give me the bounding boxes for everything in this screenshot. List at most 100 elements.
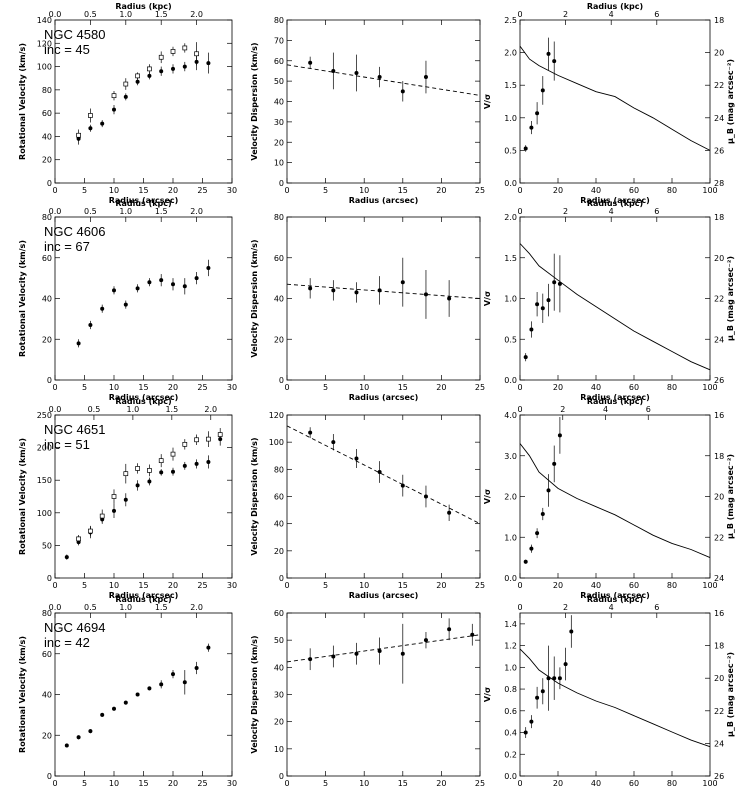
x-axis-label: Radius (arcsec) xyxy=(580,393,650,402)
x-tick-label: 0 xyxy=(52,581,57,590)
y-tick-label: 140 xyxy=(37,16,52,25)
y-axis-label: Rotational Velocity (km/s) xyxy=(18,438,27,555)
point-marker xyxy=(529,327,534,332)
point-marker xyxy=(552,676,557,681)
point-marker xyxy=(111,494,117,499)
y-tick-label: 60 xyxy=(42,650,52,659)
data-point xyxy=(447,618,452,641)
galaxy-name: NGC 4694 xyxy=(44,620,105,635)
x-tick-label: 60 xyxy=(629,186,639,195)
y-tick-label: 0.4 xyxy=(504,729,517,738)
x-tick-label: 20 xyxy=(168,779,178,788)
x-tick-label: 20 xyxy=(553,581,563,590)
point-marker xyxy=(206,645,211,650)
data-point xyxy=(206,259,211,277)
point-marker xyxy=(135,692,140,697)
data-point xyxy=(123,78,129,90)
y-tick-label: 40 xyxy=(42,132,52,141)
point-marker xyxy=(112,508,116,513)
x-tick-label: 5 xyxy=(323,186,328,195)
galaxy-inclination: inc = 67 xyxy=(44,239,90,254)
point-marker xyxy=(182,463,187,468)
data-point xyxy=(135,480,140,491)
data-point xyxy=(529,544,534,553)
point-marker xyxy=(470,632,475,637)
x-tick-label: 40 xyxy=(591,581,601,590)
data-point xyxy=(112,104,116,115)
point-marker xyxy=(447,296,452,301)
top-tick-label: 2 xyxy=(563,10,568,19)
data-point xyxy=(194,42,199,66)
y-tick-label: 120 xyxy=(37,39,52,48)
y-tick-label: 2.0 xyxy=(504,49,517,58)
point-marker xyxy=(331,440,336,445)
y-tick-label: 0 xyxy=(47,574,52,583)
point-marker xyxy=(206,61,211,66)
y-tick-label: 80 xyxy=(274,16,284,25)
data-point xyxy=(535,102,540,125)
point-marker xyxy=(171,672,175,677)
point-marker xyxy=(76,132,81,138)
top-tick-label: 2.0 xyxy=(190,10,203,19)
x-tick-label: 100 xyxy=(702,383,717,392)
y-tick-label: 100 xyxy=(37,509,52,518)
galaxy-inclination: inc = 45 xyxy=(44,42,90,57)
sb-tick-label: 24 xyxy=(714,739,724,748)
point-marker xyxy=(147,66,152,72)
y-tick-label: 100 xyxy=(269,438,284,447)
x-tick-label: 20 xyxy=(168,383,178,392)
sb-tick-label: 20 xyxy=(714,674,724,683)
y-tick-label: 40 xyxy=(274,663,284,672)
top-tick-label: 6 xyxy=(654,207,659,216)
data-point xyxy=(557,667,562,690)
x-tick-label: 0 xyxy=(517,779,522,788)
data-point xyxy=(64,554,69,560)
data-point xyxy=(529,321,534,338)
x-axis-label: Radius (arcsec) xyxy=(580,591,650,600)
point-marker xyxy=(159,470,164,475)
y-tick-label: 200 xyxy=(37,444,52,453)
x-tick-label: 10 xyxy=(359,779,369,788)
data-point xyxy=(158,454,164,468)
point-marker xyxy=(377,470,382,475)
x-tick-label: 0 xyxy=(52,779,57,788)
top-tick-label: 1.5 xyxy=(165,405,178,414)
x-tick-label: 25 xyxy=(197,581,207,590)
point-marker xyxy=(147,280,152,285)
x-axis-label: Radius (arcsec) xyxy=(349,393,419,402)
y-tick-label: 0 xyxy=(279,179,284,188)
point-marker xyxy=(529,546,534,551)
y-axis-label: Rotational Velocity (km/s) xyxy=(18,43,27,160)
top-tick-label: 2.0 xyxy=(190,207,203,216)
data-point xyxy=(171,467,175,476)
data-point xyxy=(377,276,382,305)
point-marker xyxy=(135,79,140,84)
top-tick-label: 1.0 xyxy=(127,405,140,414)
y-tick-label: 2.0 xyxy=(504,493,517,502)
data-point xyxy=(147,278,152,287)
data-point xyxy=(540,507,545,521)
data-point xyxy=(423,60,428,94)
data-point xyxy=(88,729,93,734)
x-tick-label: 15 xyxy=(138,581,148,590)
y-tick-label: 0 xyxy=(279,772,284,781)
top-tick-label: 0.5 xyxy=(84,10,97,19)
point-marker xyxy=(182,680,187,685)
sb-tick-label: 16 xyxy=(714,609,724,618)
point-marker xyxy=(123,497,128,502)
y-tick-label: 0.0 xyxy=(504,376,517,385)
x-tick-label: 5 xyxy=(323,383,328,392)
data-point xyxy=(546,37,551,71)
data-point xyxy=(159,469,164,476)
x-axis-label: Radius (arcsec) xyxy=(109,393,179,402)
data-point xyxy=(331,280,336,301)
x-tick-label: 25 xyxy=(475,581,485,590)
point-marker xyxy=(557,281,562,286)
y-tick-label: 20 xyxy=(42,335,52,344)
x-tick-label: 0 xyxy=(517,581,522,590)
y-tick-label: 250 xyxy=(37,411,52,420)
y-axis-label: V/σ xyxy=(483,489,492,504)
x-tick-label: 10 xyxy=(109,779,119,788)
data-point xyxy=(76,534,81,543)
top-axis-label: Radius (kpc) xyxy=(115,2,171,11)
